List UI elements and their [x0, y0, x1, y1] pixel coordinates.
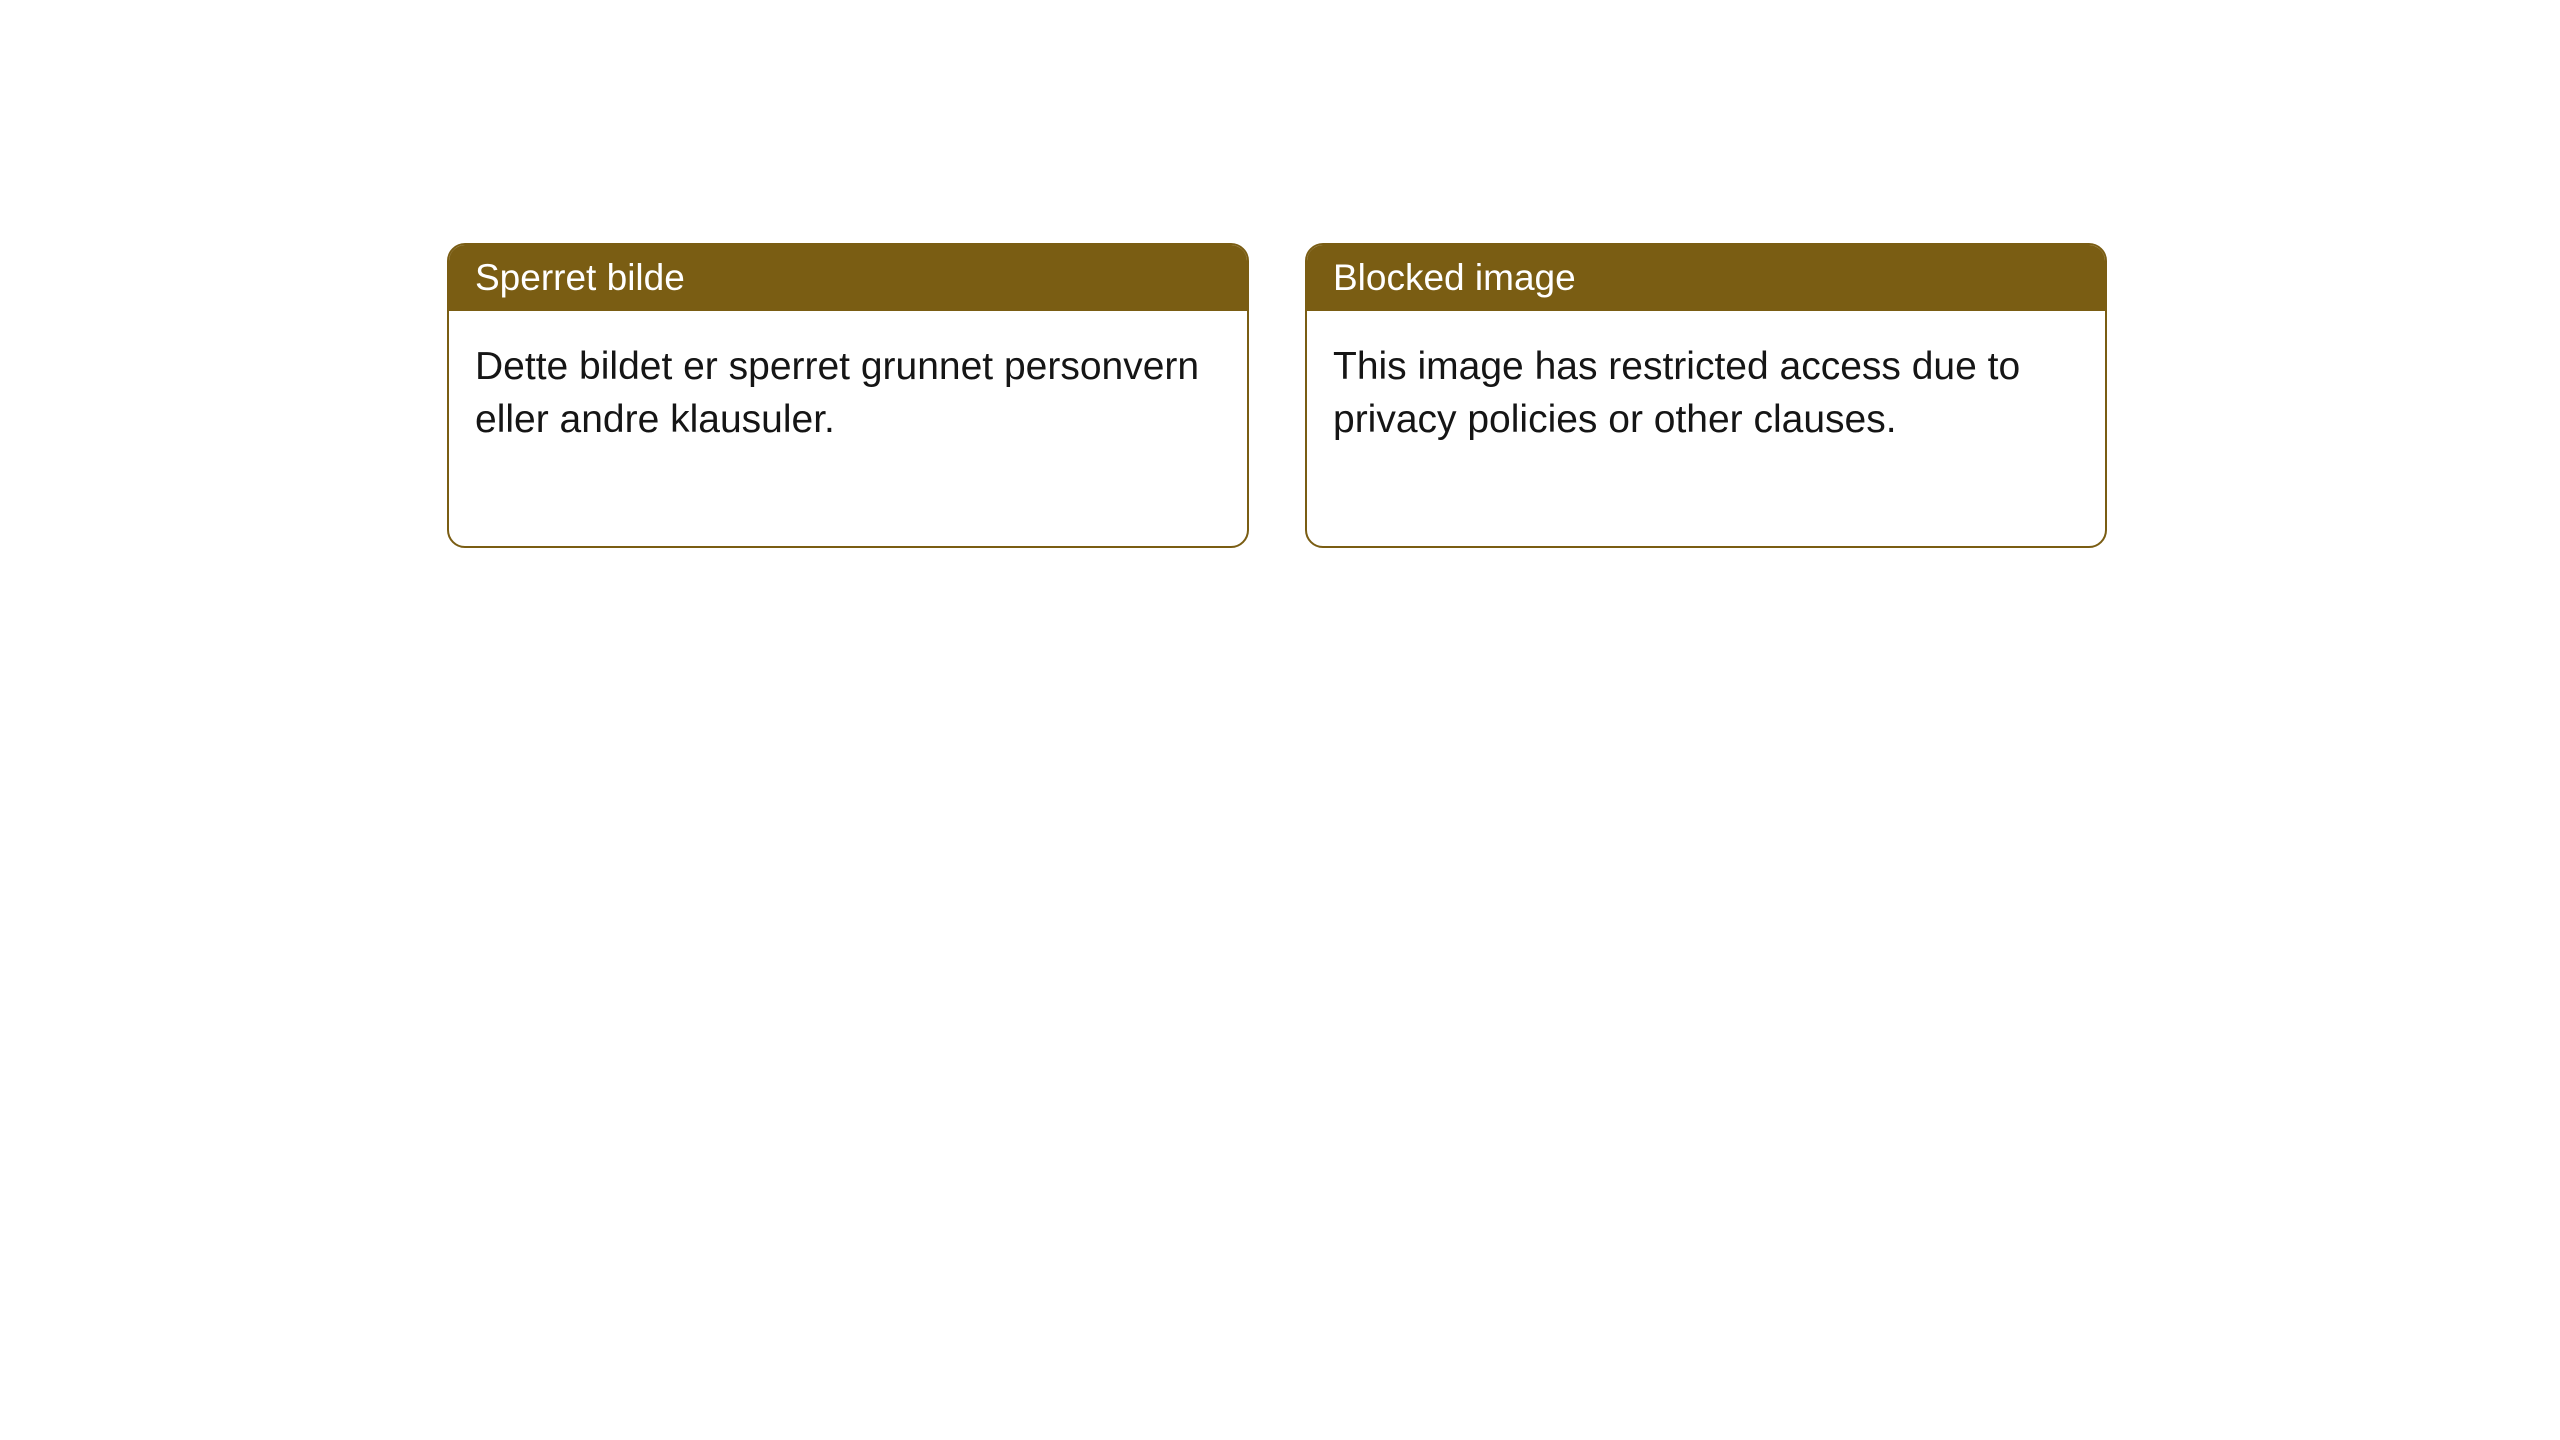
notice-title-en: Blocked image	[1307, 245, 2105, 311]
notice-card-en: Blocked image This image has restricted …	[1305, 243, 2107, 548]
notice-card-no: Sperret bilde Dette bildet er sperret gr…	[447, 243, 1249, 548]
notice-body-en: This image has restricted access due to …	[1307, 311, 2105, 546]
notice-body-no: Dette bildet er sperret grunnet personve…	[449, 311, 1247, 546]
notice-title-no: Sperret bilde	[449, 245, 1247, 311]
notice-container: Sperret bilde Dette bildet er sperret gr…	[447, 243, 2107, 548]
